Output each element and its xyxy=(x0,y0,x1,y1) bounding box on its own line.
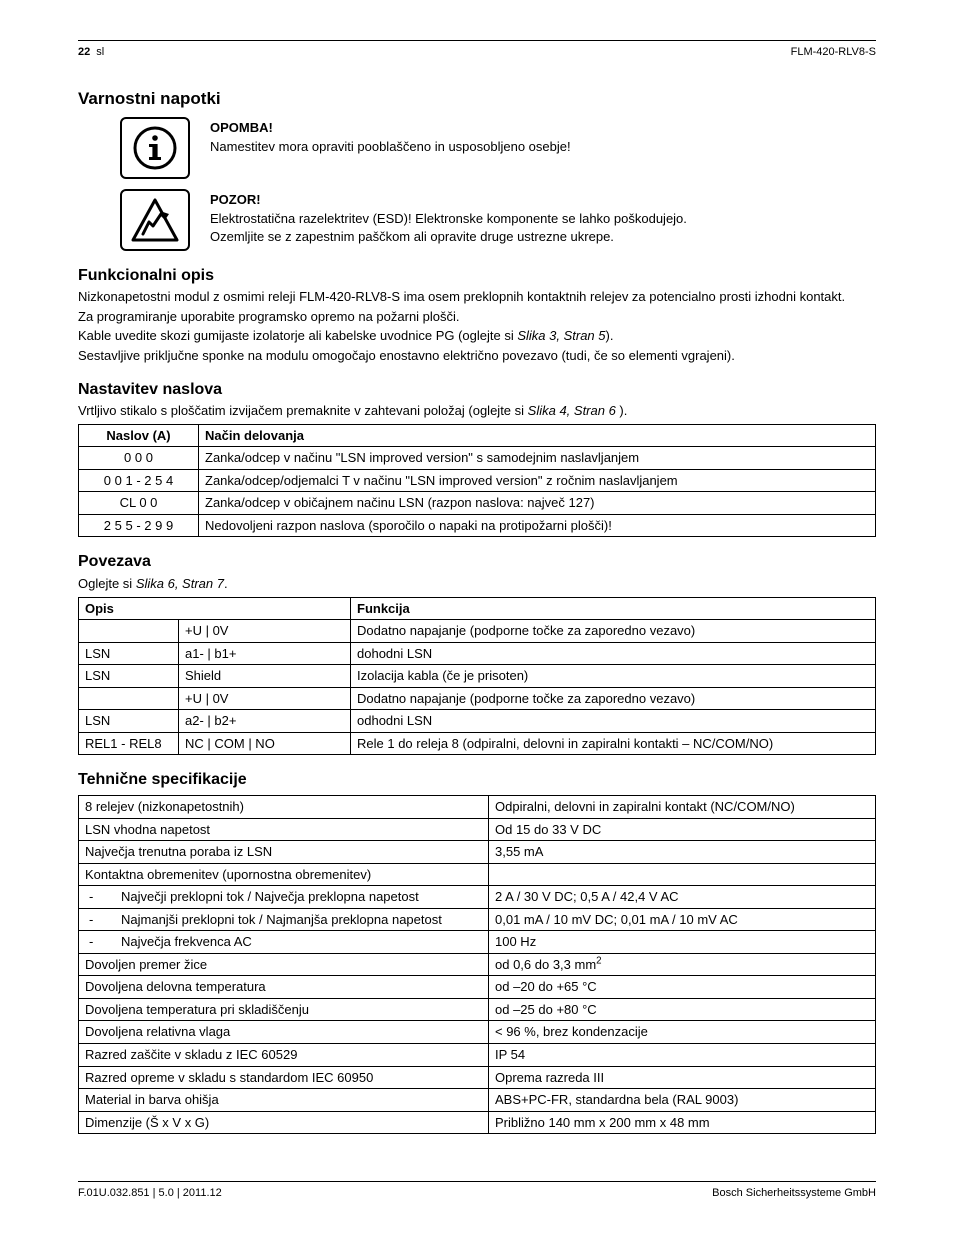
note-callout: OPOMBA! Namestitev mora opraviti pooblaš… xyxy=(78,117,876,179)
caution-line2: Ozemljite se z zapestnim paščkom ali opr… xyxy=(210,228,876,246)
functional-p1: Nizkonapetostni modul z osmimi releji FL… xyxy=(78,288,876,306)
page-header: 22 sl FLM-420-RLV8-S xyxy=(78,45,876,60)
caution-callout: POZOR! Elektrostatična razelektritev (ES… xyxy=(78,189,876,251)
section-functional-title: Funkcionalni opis xyxy=(78,265,876,287)
functional-p2: Za programiranje uporabite programsko op… xyxy=(78,308,876,326)
product-code: FLM-420-RLV8-S xyxy=(791,45,876,60)
connection-table: OpisFunkcija +U | 0VDodatno napajanje (p… xyxy=(78,597,876,756)
page-number: 22 xyxy=(78,45,90,60)
address-table: Naslov (A)Način delovanja 0 0 0Zanka/odc… xyxy=(78,424,876,538)
warning-icon xyxy=(120,189,190,251)
connection-intro: Oglejte si Slika 6, Stran 7. xyxy=(78,575,876,593)
caution-heading: POZOR! xyxy=(210,191,876,209)
section-address-title: Nastavitev naslova xyxy=(78,379,876,401)
section-connection-title: Povezava xyxy=(78,551,876,573)
note-text: Namestitev mora opraviti pooblaščeno in … xyxy=(210,138,876,156)
functional-p4: Sestavljive priključne sponke na modulu … xyxy=(78,347,876,365)
info-icon xyxy=(120,117,190,179)
lang-code: sl xyxy=(96,45,104,60)
page-footer: F.01U.032.851 | 5.0 | 2011.12 Bosch Sich… xyxy=(78,1181,876,1201)
address-intro: Vrtljivo stikalo s ploščatim izvijačem p… xyxy=(78,402,876,420)
functional-p3: Kable uvedite skozi gumijaste izolatorje… xyxy=(78,327,876,345)
section-specs-title: Tehnične specifikacije xyxy=(78,769,876,791)
section-safety-title: Varnostni napotki xyxy=(78,88,876,111)
note-heading: OPOMBA! xyxy=(210,119,876,137)
footer-left: F.01U.032.851 | 5.0 | 2011.12 xyxy=(78,1186,222,1201)
caution-line1: Elektrostatična razelektritev (ESD)! Ele… xyxy=(210,210,876,228)
specs-table: 8 relejev (nizkonapetostnih)Odpiralni, d… xyxy=(78,795,876,1134)
footer-right: Bosch Sicherheitssysteme GmbH xyxy=(712,1186,876,1201)
